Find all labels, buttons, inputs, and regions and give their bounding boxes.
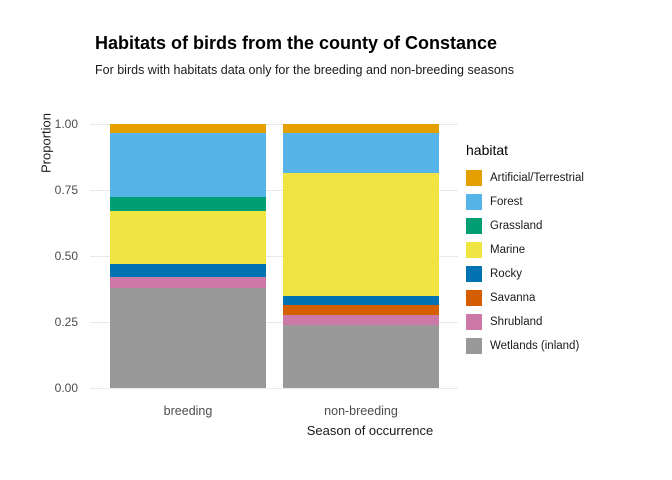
gridline-y-0.50: [90, 256, 458, 257]
bar-segment-breeding-rocky: [110, 263, 266, 278]
legend-item-rocky: Rocky: [466, 266, 584, 282]
legend-items: Artificial/Terrestrial Forest Grassland Mar…: [466, 170, 584, 354]
y-tick-label-0.75: 0.75: [54, 183, 78, 197]
bar-segment-breeding-forest: [110, 133, 266, 197]
x-tick-label-breeding: breeding: [163, 404, 213, 418]
legend-item-savanna: Savanna: [466, 290, 584, 306]
y-tick-label-0.50: 0.50: [54, 249, 78, 263]
legend-item-shrubland: Shrubland: [466, 314, 584, 330]
legend: habitat Artificial/Terrestrial Forest Gras…: [466, 142, 584, 362]
legend-title: habitat: [466, 142, 509, 158]
legend-key-rocky: [466, 266, 482, 282]
legend-label-forest: Forest: [490, 196, 523, 208]
legend-label-shrubland: Shrubland: [490, 316, 543, 328]
legend-label-rocky: Rocky: [490, 268, 522, 280]
bar-segment-non-breeding-artificial-terrestrial: [283, 124, 439, 134]
bar-segment-non-breeding-rocky: [283, 295, 439, 305]
legend-item-grassland: Grassland: [466, 218, 584, 234]
plot-panel: [90, 112, 458, 400]
gridline-y-0.75: [90, 190, 458, 191]
legend-key-marine: [466, 242, 482, 258]
y-tick-label-0.00: 0.00: [54, 381, 78, 395]
legend-key-grassland: [466, 218, 482, 234]
x-tick-label-non-breeding: non-breeding: [324, 404, 398, 418]
legend-label-savanna: Savanna: [490, 292, 536, 304]
gridline-y-1.00: [90, 124, 458, 125]
bar-segment-non-breeding-wetlands-inland: [283, 324, 439, 388]
legend-label-marine: Marine: [490, 244, 526, 256]
bar-segment-non-breeding-marine: [283, 172, 439, 296]
bar-breeding: [110, 124, 266, 388]
bar-segment-non-breeding-savanna: [283, 304, 439, 316]
legend-item-marine: Marine: [466, 242, 584, 258]
bar-segment-breeding-wetlands-inland: [110, 287, 266, 388]
y-tick-label-0.25: 0.25: [54, 315, 78, 329]
legend-label-artificial-terrestrial: Artificial/Terrestrial: [490, 172, 584, 184]
chart-subtitle: For birds with habitats data only for th…: [95, 63, 515, 77]
bar-segment-non-breeding-forest: [283, 133, 439, 173]
legend-item-forest: Forest: [466, 194, 584, 210]
legend-key-artificial-terrestrial: [466, 170, 482, 186]
x-axis-title: Season of occurrence: [306, 423, 434, 438]
y-axis-tick-labels: 0.00 0.25 0.50 0.75 1.00: [0, 112, 82, 400]
legend-key-savanna: [466, 290, 482, 306]
legend-item-wetlands-inland: Wetlands (inland): [466, 338, 584, 354]
legend-key-shrubland: [466, 314, 482, 330]
chart-title: Habitats of birds from the county of Con…: [95, 33, 498, 53]
legend-label-wetlands-inland: Wetlands (inland): [490, 340, 580, 352]
bar-segment-breeding-artificial-terrestrial: [110, 124, 266, 134]
gridline-y-0.25: [90, 322, 458, 323]
legend-label-grassland: Grassland: [490, 220, 543, 232]
legend-item-artificial-terrestrial: Artificial/Terrestrial: [466, 170, 584, 186]
bar-non-breeding: [283, 124, 439, 388]
gridline-y-0.00: [90, 388, 458, 389]
y-tick-label-1.00: 1.00: [54, 117, 78, 131]
bar-segment-non-breeding-shrubland: [283, 315, 439, 325]
bar-segment-breeding-grassland: [110, 196, 266, 212]
legend-key-forest: [466, 194, 482, 210]
legend-key-wetlands-inland: [466, 338, 482, 354]
bar-segment-breeding-marine: [110, 211, 266, 264]
bar-segment-breeding-shrubland: [110, 277, 266, 288]
